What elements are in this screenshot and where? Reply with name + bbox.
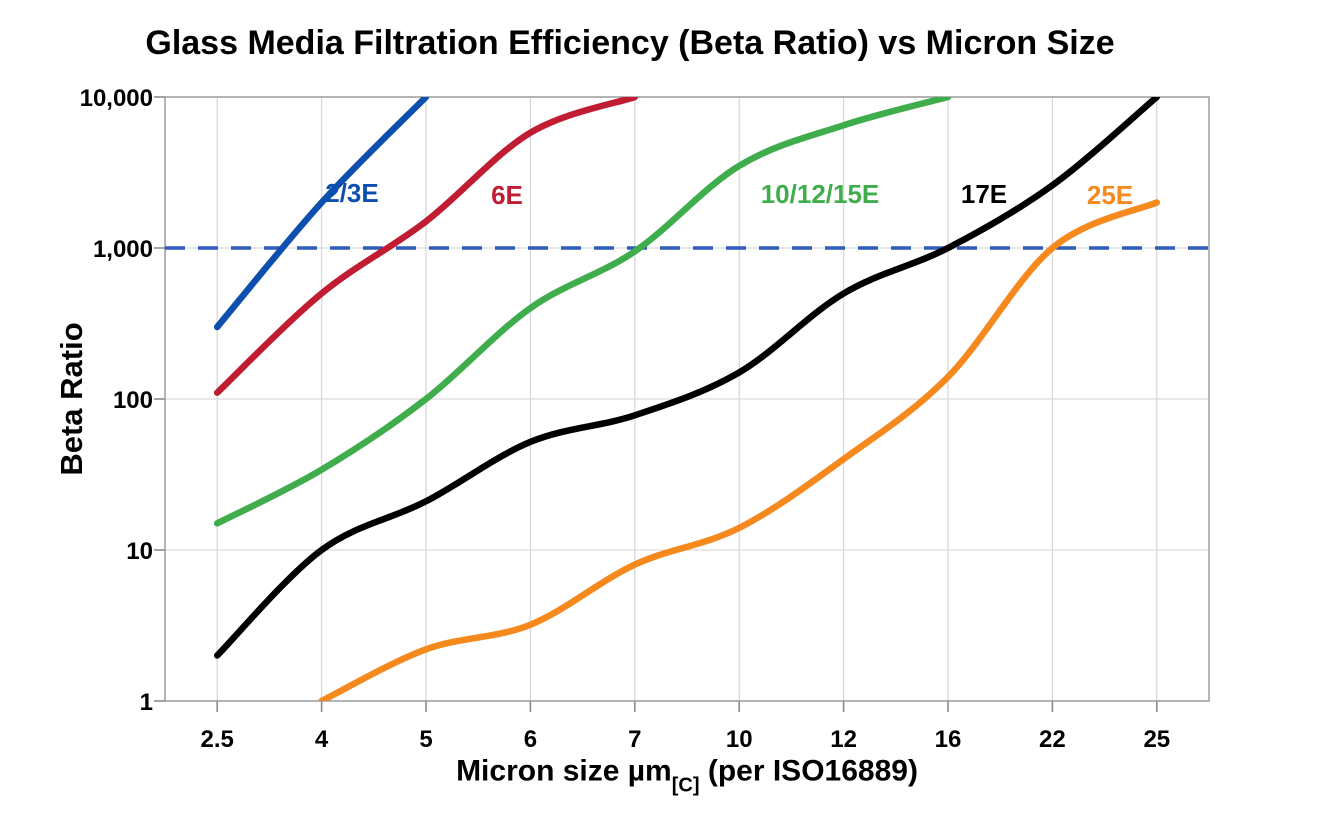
x-axis-title: Micron size µm[C] (per ISO16889) — [456, 755, 918, 798]
tick-label-y-1: 1 — [140, 689, 153, 716]
series-label-10/12/15E: 10/12/15E — [761, 179, 880, 209]
tick-label-x-25: 25 — [1143, 726, 1170, 753]
tick-label-x-7: 7 — [628, 726, 641, 753]
series-label-17E: 17E — [961, 179, 1007, 209]
tick-label-x-2.5: 2.5 — [201, 726, 234, 753]
tick-label-x-22: 22 — [1039, 726, 1066, 753]
series-line-25E — [318, 199, 1161, 701]
tick-label-y-100: 100 — [113, 387, 153, 414]
tick-label-x-6: 6 — [524, 726, 537, 753]
x-axis-title-main: Micron size µm — [456, 754, 672, 788]
tick-label-y-10,000: 10,000 — [80, 85, 153, 112]
tick-label-x-10: 10 — [726, 726, 753, 753]
series-line-6E — [213, 97, 639, 396]
tick-label-x-4: 4 — [315, 726, 329, 753]
series-line-17E — [213, 97, 1161, 659]
tick-label-y-1,000: 1,000 — [93, 236, 153, 263]
x-axis-title-subscript: [C] — [671, 774, 700, 797]
series-label-6E: 6E — [491, 180, 523, 210]
tick-label-x-5: 5 — [419, 726, 432, 753]
tick-label-x-12: 12 — [830, 726, 857, 753]
tick-label-x-16: 16 — [935, 726, 962, 753]
series-line-10/12/15E — [213, 97, 952, 527]
series-group — [213, 97, 1161, 701]
series-label-2/3E: 2/3E — [325, 178, 379, 208]
tick-label-y-10: 10 — [126, 538, 153, 565]
series-label-25E: 25E — [1087, 180, 1133, 210]
x-axis-title-suffix: (per ISO16889) — [699, 754, 918, 788]
chart-title: Glass Media Filtration Efficiency (Beta … — [145, 24, 1115, 62]
series-line-2/3E — [213, 97, 430, 331]
